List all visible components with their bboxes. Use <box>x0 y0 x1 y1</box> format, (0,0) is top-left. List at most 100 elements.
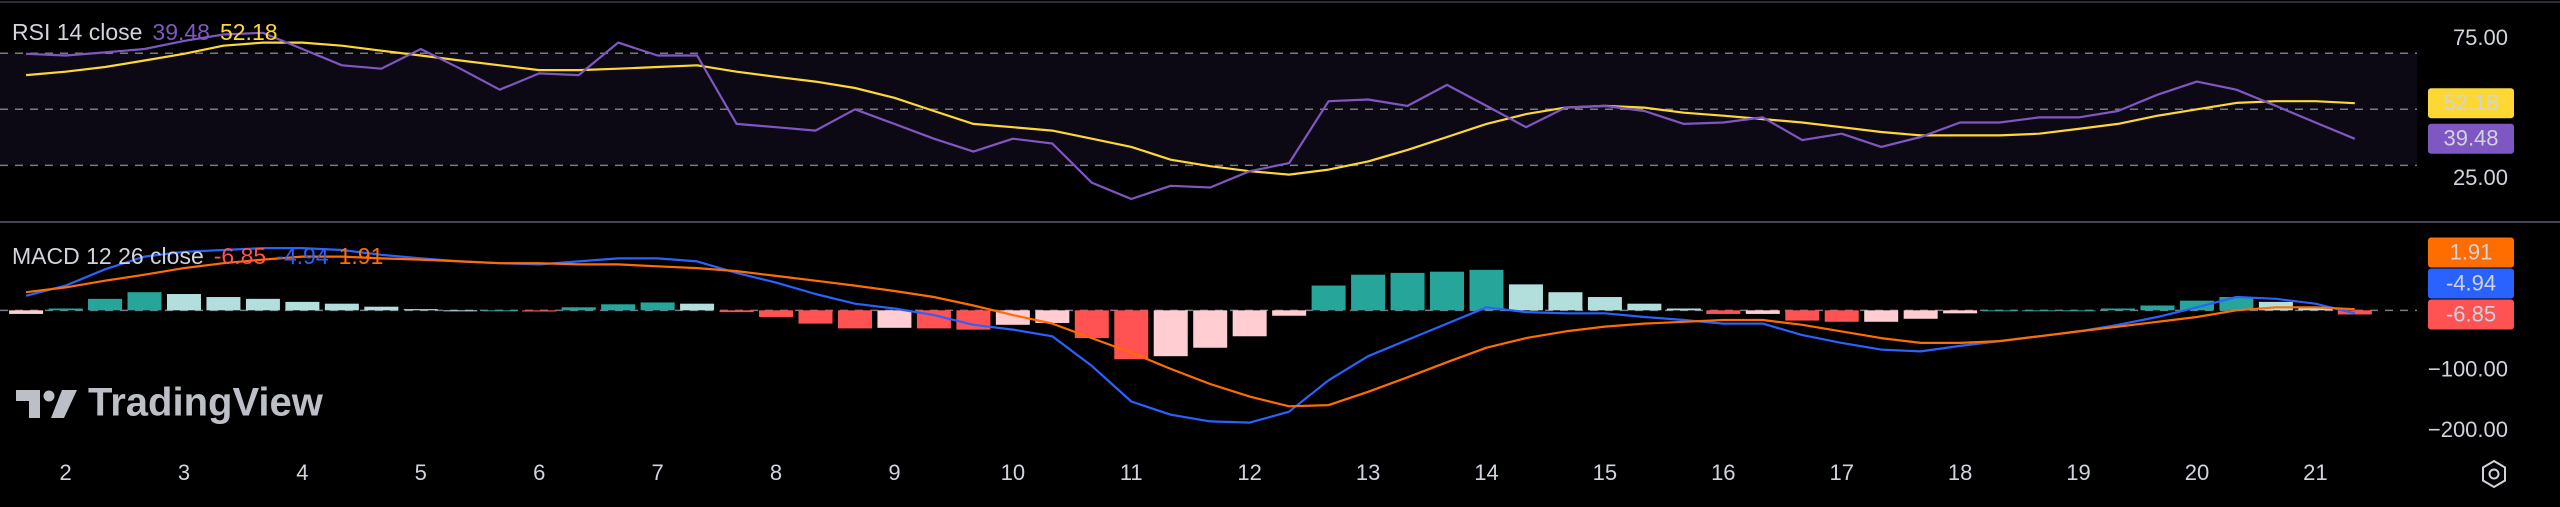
x-tick-label: 15 <box>1593 460 1617 485</box>
histogram-bar <box>1824 310 1859 322</box>
histogram-bar <box>1864 310 1899 322</box>
histogram-bar <box>2219 297 2254 311</box>
x-tick-label: 18 <box>1948 460 1972 485</box>
histogram-bar <box>2061 310 2096 312</box>
histogram-bar <box>1272 310 1307 316</box>
legend-text: 1.91 <box>339 243 384 269</box>
x-tick-label: 20 <box>2185 460 2209 485</box>
histogram-bar <box>1943 310 1978 314</box>
histogram-bar <box>837 310 872 329</box>
watermark: TradingView <box>88 381 324 425</box>
x-tick-label: 5 <box>415 460 427 485</box>
histogram-bar <box>364 306 399 311</box>
y-tick-label: −100.00 <box>2428 356 2508 381</box>
histogram-bar <box>1311 285 1346 311</box>
histogram-bar <box>640 302 675 311</box>
histogram-bar <box>916 310 951 329</box>
histogram-bar <box>1430 271 1465 311</box>
histogram-bar <box>1745 310 1780 314</box>
x-tick-label: 13 <box>1356 460 1380 485</box>
legend-text: RSI 14 close <box>12 19 142 45</box>
histogram-bar <box>245 298 280 311</box>
histogram-bar <box>798 310 833 324</box>
histogram-bar <box>1035 310 1070 323</box>
histogram-bar <box>2101 308 2136 311</box>
histogram-bar <box>1508 284 1543 311</box>
settings-center[interactable] <box>2488 468 2500 480</box>
x-tick-label: 9 <box>888 460 900 485</box>
histogram-bar <box>1153 310 1188 357</box>
price-badge <box>2428 88 2514 119</box>
x-tick-label: 19 <box>2066 460 2090 485</box>
histogram-bar <box>88 298 123 311</box>
price-badge-label: 1.91 <box>2450 239 2493 264</box>
y-tick-label: 75.00 <box>2453 25 2508 50</box>
histogram-bar <box>601 304 636 311</box>
x-tick-label: 6 <box>533 460 545 485</box>
histogram-bar <box>48 308 83 311</box>
legend-text: -6.85 <box>214 243 266 269</box>
histogram-bar <box>1390 272 1425 311</box>
price-badge <box>2428 268 2514 299</box>
series-line <box>25 255 2355 408</box>
series-line <box>25 247 2356 424</box>
logo-mark <box>16 390 40 418</box>
logo-dot <box>43 390 55 402</box>
x-tick-label: 12 <box>1237 460 1261 485</box>
price-badge-label: -4.94 <box>2446 270 2496 295</box>
histogram-bar <box>1627 303 1662 311</box>
x-tick-label: 10 <box>1001 460 1025 485</box>
legend-text: -4.94 <box>276 243 329 269</box>
histogram-bar <box>1114 310 1149 360</box>
x-tick-label: 17 <box>1829 460 1853 485</box>
x-tick-label: 8 <box>770 460 782 485</box>
histogram-bar <box>1666 308 1701 311</box>
price-badge <box>2428 299 2514 330</box>
histogram-bar <box>1587 297 1622 311</box>
settings-hexagon[interactable] <box>2482 459 2506 489</box>
histogram-bar <box>1193 310 1228 348</box>
histogram-bar <box>206 297 241 311</box>
histogram-bar <box>2022 310 2057 312</box>
x-tick-label: 3 <box>178 460 190 485</box>
histogram-bar <box>1982 310 2017 312</box>
price-badge-label: -6.85 <box>2446 301 2496 326</box>
histogram-bar <box>719 310 754 313</box>
legend-text: 52.18 <box>220 19 278 45</box>
histogram-bar <box>2298 306 2333 311</box>
price-badge <box>2428 123 2514 154</box>
histogram-bar <box>561 307 596 311</box>
x-tick-label: 2 <box>59 460 71 485</box>
x-tick-label: 16 <box>1711 460 1735 485</box>
histogram-bar <box>482 310 517 312</box>
histogram-bar <box>166 294 201 311</box>
legend-text: 39.48 <box>152 19 210 45</box>
histogram-bar <box>324 303 359 311</box>
price-badge-label: 52.18 <box>2443 90 2498 115</box>
histogram-bar <box>1351 274 1386 311</box>
histogram-bar <box>2258 301 2293 311</box>
histogram-bar <box>1706 310 1741 314</box>
x-tick-label: 21 <box>2303 460 2327 485</box>
series-line <box>26 41 2355 176</box>
histogram-bar <box>2140 305 2175 311</box>
histogram-bar <box>9 310 44 314</box>
histogram-bar <box>403 309 438 311</box>
histogram-bar <box>443 310 478 312</box>
histogram-bar <box>127 292 162 311</box>
histogram-bar <box>1469 269 1504 311</box>
histogram-bar <box>285 301 320 311</box>
series-line <box>26 31 2356 201</box>
logo <box>16 390 77 418</box>
histogram-bar <box>2179 300 2214 311</box>
x-tick-label: 4 <box>296 460 308 485</box>
histogram-bar <box>1232 310 1267 337</box>
y-tick-label: 25.00 <box>2453 165 2508 190</box>
histogram-bar <box>1785 310 1820 321</box>
legend-text: MACD 12 26 close <box>12 243 204 269</box>
histogram-bar <box>759 310 794 317</box>
settings-icon[interactable] <box>2482 459 2506 489</box>
y-tick-label: −200.00 <box>2428 417 2508 442</box>
